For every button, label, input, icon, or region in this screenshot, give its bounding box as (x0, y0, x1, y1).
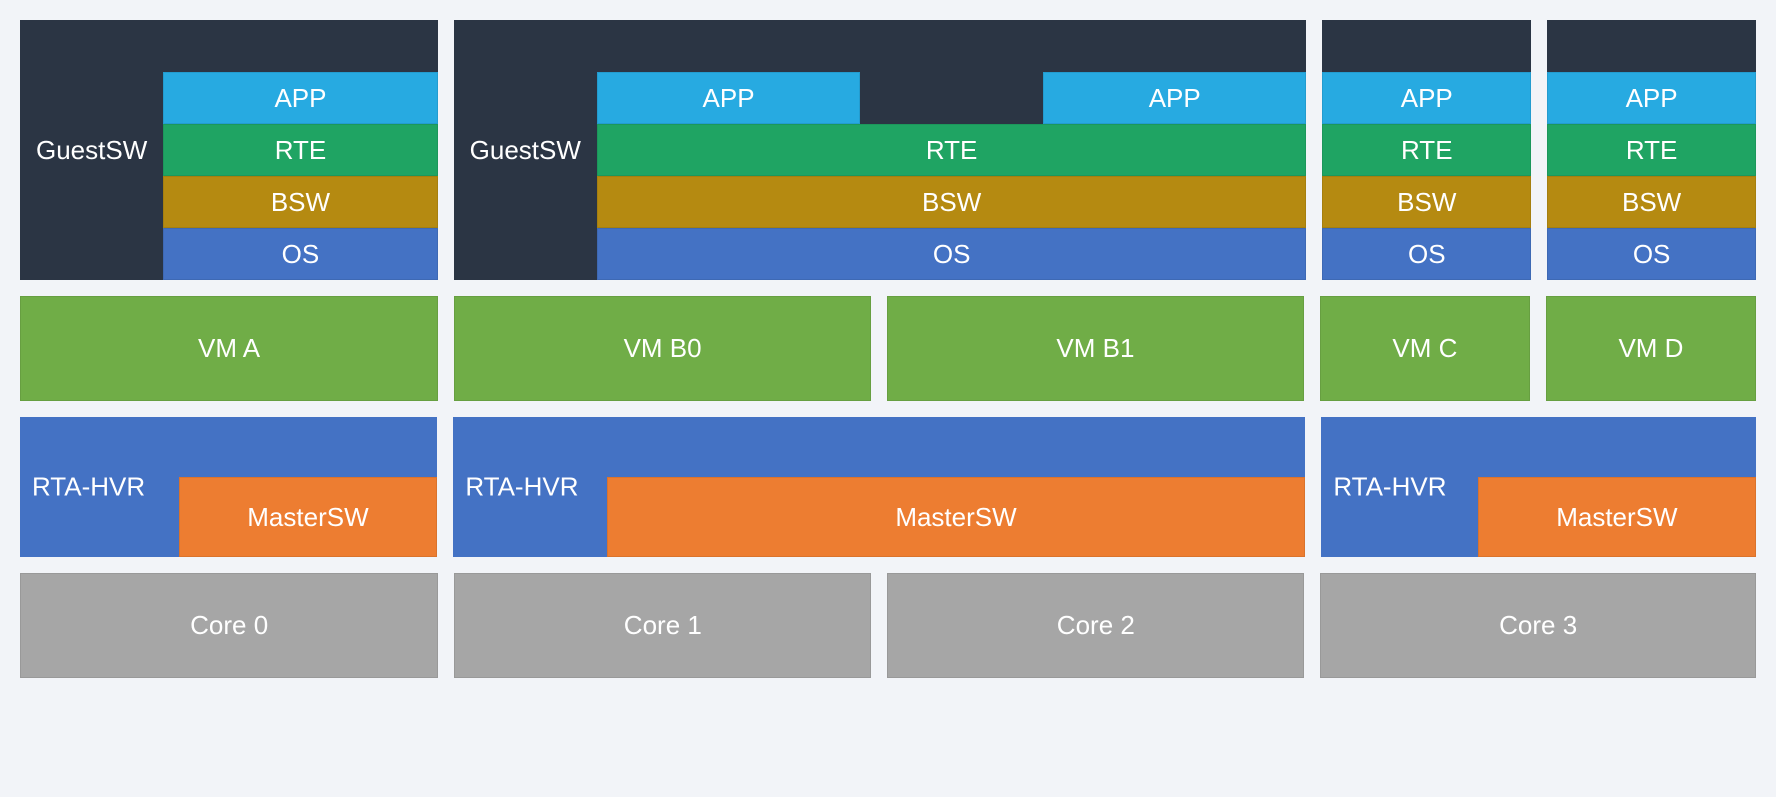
rte-layer-d: RTE (1547, 124, 1756, 176)
hvr-tile-34: RTA-HVR MasterSW (1321, 417, 1756, 557)
guest-sw-row: GuestSW APP RTE BSW OS GuestSW APP APP R… (20, 20, 1756, 280)
hvr-row: RTA-HVR MasterSW RTA-HVR MasterSW RTA-HV… (20, 417, 1756, 557)
core-3: Core 3 (1320, 573, 1756, 678)
vm-d: VM D (1546, 296, 1756, 401)
app-layer-c: APP (1322, 72, 1531, 124)
os-layer-c: OS (1322, 228, 1531, 280)
core-0: Core 0 (20, 573, 438, 678)
app-layer-d: APP (1547, 72, 1756, 124)
rte-layer-b: RTE (597, 124, 1306, 176)
vm-b0: VM B0 (454, 296, 871, 401)
vm-row: VM A VM B0 VM B1 VM C VM D (20, 296, 1756, 401)
layer-stack-a: APP RTE BSW OS (163, 20, 437, 280)
bsw-layer-a: BSW (163, 176, 437, 228)
guest-label-a: GuestSW (20, 20, 163, 280)
core-2: Core 2 (887, 573, 1304, 678)
hvr-tile-12: RTA-HVR MasterSW (453, 417, 1305, 557)
core-12-group: Core 1 Core 2 (454, 573, 1304, 678)
bsw-layer-b: BSW (597, 176, 1306, 228)
app-layer-b-left: APP (597, 72, 860, 124)
guest-tile-d: APP RTE BSW OS (1547, 20, 1756, 280)
app-layer-b-right: APP (1043, 72, 1306, 124)
hvr-label-12: RTA-HVR (465, 472, 578, 503)
core-row: Core 0 Core 1 Core 2 Core 3 (20, 573, 1756, 678)
vm-a: VM A (20, 296, 438, 401)
master-sw-0: MasterSW (179, 477, 438, 557)
guest-label-b: GuestSW (454, 20, 597, 280)
rte-layer-c: RTE (1322, 124, 1531, 176)
app-gap-b (860, 72, 1043, 124)
master-sw-12: MasterSW (607, 477, 1306, 557)
apps-row-b: APP APP (597, 72, 1306, 124)
vm-b1: VM B1 (887, 296, 1304, 401)
bsw-layer-d: BSW (1547, 176, 1756, 228)
hypervisor-architecture-diagram: GuestSW APP RTE BSW OS GuestSW APP APP R… (20, 20, 1756, 678)
guest-tile-a: GuestSW APP RTE BSW OS (20, 20, 438, 280)
hvr-label-34: RTA-HVR (1333, 472, 1446, 503)
os-layer-d: OS (1547, 228, 1756, 280)
hvr-tile-0: RTA-HVR MasterSW (20, 417, 437, 557)
layer-stack-b: APP APP RTE BSW OS (597, 20, 1306, 280)
guest-tile-b: GuestSW APP APP RTE BSW OS (454, 20, 1307, 280)
vm-b-group: VM B0 VM B1 (454, 296, 1304, 401)
app-layer-a: APP (163, 72, 437, 124)
core-1: Core 1 (454, 573, 871, 678)
rte-layer-a: RTE (163, 124, 437, 176)
vm-c: VM C (1320, 296, 1530, 401)
os-layer-a: OS (163, 228, 437, 280)
guest-tile-c: APP RTE BSW OS (1322, 20, 1531, 280)
bsw-layer-c: BSW (1322, 176, 1531, 228)
os-layer-b: OS (597, 228, 1306, 280)
hvr-label-0: RTA-HVR (32, 472, 145, 503)
master-sw-34: MasterSW (1478, 477, 1756, 557)
